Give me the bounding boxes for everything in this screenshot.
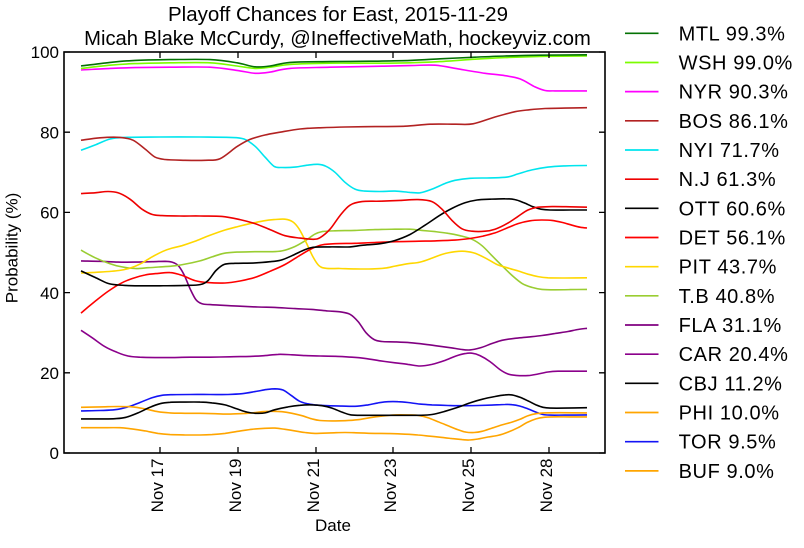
svg-text:TOR 9.5%: TOR 9.5% xyxy=(679,432,777,454)
svg-text:PHI 10.0%: PHI 10.0% xyxy=(679,403,780,425)
svg-text:MTL 99.3%: MTL 99.3% xyxy=(679,23,786,45)
svg-text:Nov 23: Nov 23 xyxy=(381,459,400,513)
svg-text:CAR 20.4%: CAR 20.4% xyxy=(679,344,789,366)
svg-text:Nov 28: Nov 28 xyxy=(537,459,556,513)
svg-text:0: 0 xyxy=(50,444,59,463)
svg-text:100: 100 xyxy=(31,43,59,62)
svg-text:PIT 43.7%: PIT 43.7% xyxy=(679,257,777,279)
svg-text:BOS 86.1%: BOS 86.1% xyxy=(679,111,789,133)
svg-text:Probability (%): Probability (%) xyxy=(3,193,22,304)
svg-text:T.B 40.8%: T.B 40.8% xyxy=(679,286,776,308)
svg-text:Playoff Chances for East, 2015: Playoff Chances for East, 2015-11-29 xyxy=(168,3,508,26)
svg-text:Micah Blake McCurdy, @Ineffect: Micah Blake McCurdy, @IneffectiveMath, h… xyxy=(84,28,591,50)
svg-text:Nov 17: Nov 17 xyxy=(148,459,167,513)
svg-text:Nov 19: Nov 19 xyxy=(226,459,245,513)
svg-text:Nov 21: Nov 21 xyxy=(304,459,323,513)
svg-text:OTT 60.6%: OTT 60.6% xyxy=(679,198,786,220)
svg-text:NYI 71.7%: NYI 71.7% xyxy=(679,140,780,162)
svg-text:40: 40 xyxy=(40,284,59,303)
svg-text:Nov 25: Nov 25 xyxy=(459,459,478,513)
svg-text:Date: Date xyxy=(315,516,351,535)
svg-text:80: 80 xyxy=(40,123,59,142)
svg-text:60: 60 xyxy=(40,204,59,223)
svg-text:DET 56.1%: DET 56.1% xyxy=(679,228,786,250)
svg-text:WSH 99.0%: WSH 99.0% xyxy=(679,53,793,75)
svg-text:BUF 9.0%: BUF 9.0% xyxy=(679,461,775,483)
svg-text:20: 20 xyxy=(40,364,59,383)
svg-text:NYR 90.3%: NYR 90.3% xyxy=(679,82,789,104)
svg-text:FLA 31.1%: FLA 31.1% xyxy=(679,315,782,337)
svg-text:N.J 61.3%: N.J 61.3% xyxy=(679,169,777,191)
svg-text:CBJ 11.2%: CBJ 11.2% xyxy=(679,373,783,395)
